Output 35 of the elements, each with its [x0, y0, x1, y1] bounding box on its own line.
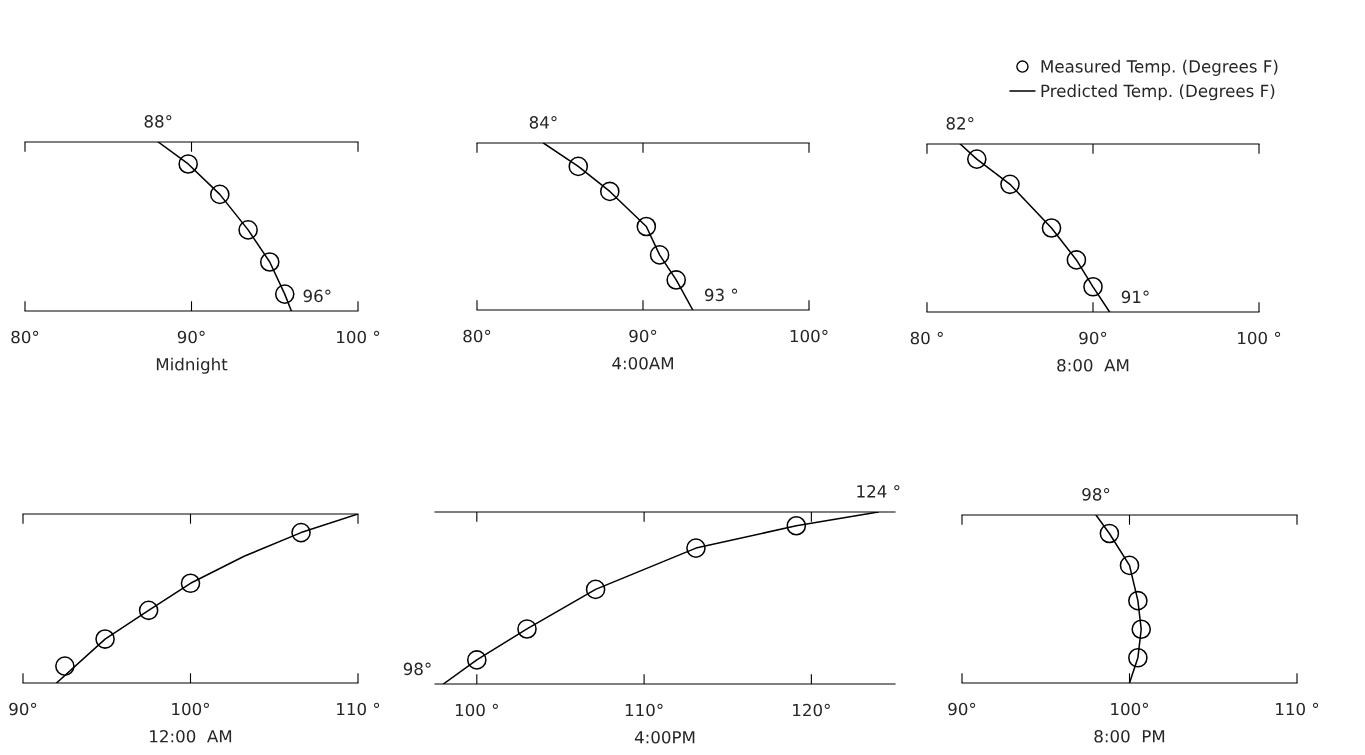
x-tick-label: 80°: [463, 329, 491, 343]
x-tick-label: 100°: [1111, 702, 1148, 716]
x-tick-label: 90°: [9, 702, 37, 716]
legend-label: Predicted Temp. (Degrees F): [1041, 84, 1275, 101]
x-tick-label: 90°: [629, 329, 657, 343]
annotation: 82°: [946, 117, 974, 130]
x-tick-label: 100 °: [1238, 331, 1281, 345]
x-tick-label: 100 °: [455, 703, 498, 717]
x-tick-label: 90°: [1079, 331, 1107, 345]
x-tick-label: 100°: [790, 329, 828, 343]
x-axis-title: 12:00 AM: [150, 729, 232, 743]
x-tick-label: 90°: [948, 702, 976, 716]
x-tick-label: 120°: [793, 703, 830, 717]
annotation: 96°: [303, 289, 331, 303]
x-tick-label: 100 °: [337, 330, 380, 344]
x-tick-label: 100°: [172, 702, 209, 716]
annotation: 93 °: [704, 288, 738, 302]
x-tick-label: 80°: [11, 330, 39, 344]
x-axis-title: Midnight: [156, 357, 228, 374]
annotation: 98°: [403, 662, 431, 676]
x-axis-title: 8:00 AM: [1057, 358, 1129, 372]
x-tick-label: 110°: [625, 703, 663, 717]
x-axis-title: 4:00PM: [634, 730, 695, 744]
annotation: 88°: [144, 115, 172, 128]
x-tick-label: 110 °: [337, 702, 380, 716]
annotation: 91°: [1121, 290, 1149, 304]
legend-label: Measured Temp. (Degrees F): [1041, 59, 1278, 76]
x-tick-label: 80 °: [910, 331, 943, 345]
x-axis-title: 4:00AM: [612, 356, 673, 370]
x-tick-label: 110 °: [1276, 702, 1319, 716]
annotation: 124 °: [857, 485, 900, 498]
annotation: 84°: [529, 116, 557, 129]
annotation: 98°: [1082, 488, 1110, 501]
x-axis-title: 8:00 PM: [1094, 729, 1165, 743]
x-tick-label: 90°: [177, 330, 205, 344]
